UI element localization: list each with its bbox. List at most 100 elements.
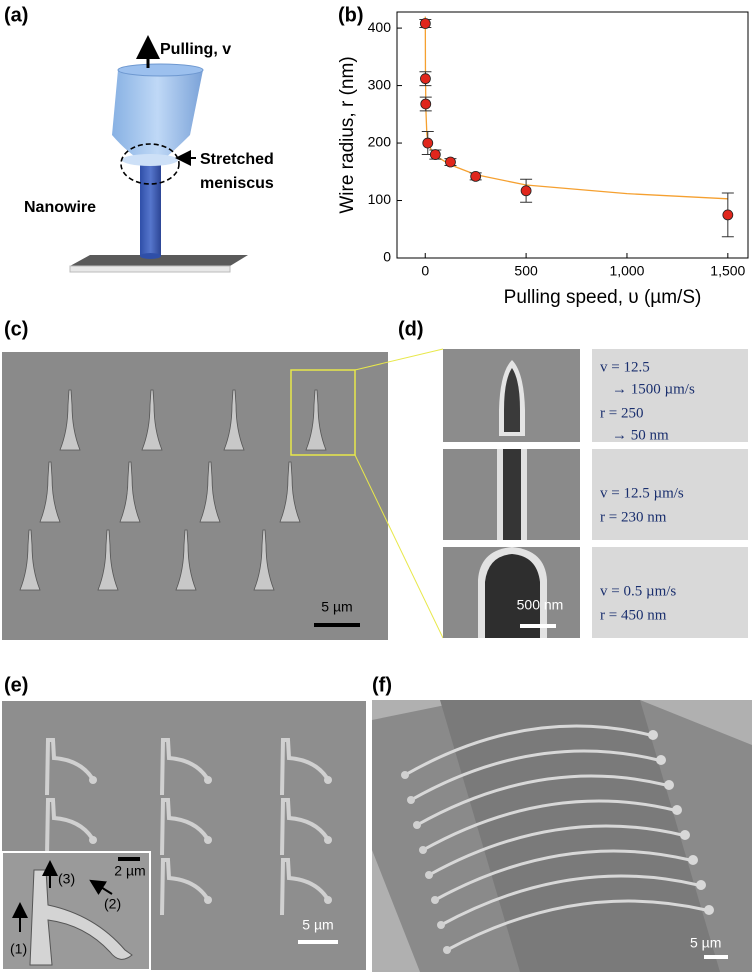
- scale-bar-label: 2 µm: [114, 863, 145, 879]
- nanowire-base: [419, 846, 427, 854]
- nanowire: [160, 798, 209, 856]
- nanowire-tip: [324, 836, 332, 844]
- schematic: [69, 35, 248, 273]
- panel-label: (b): [338, 4, 364, 26]
- nanowire-tip: [696, 880, 706, 890]
- nanowire: [280, 738, 329, 796]
- step-label: (3): [58, 871, 75, 887]
- nanowire: [434, 849, 691, 902]
- data-point: [419, 18, 431, 29]
- nanowire: [97, 529, 119, 591]
- sem-features: [45, 738, 332, 916]
- nanowire: [404, 724, 651, 777]
- nanowire-tip: [704, 905, 714, 915]
- data-point: [470, 170, 482, 182]
- nanowire-tip: [648, 730, 658, 740]
- zoom-line: [354, 348, 444, 371]
- schematic-label: Stretched: [200, 151, 274, 168]
- nanowire: [253, 529, 275, 591]
- y-tick-label: 0: [383, 249, 391, 265]
- plot-frame: [396, 11, 749, 259]
- nanowire: [446, 899, 707, 952]
- condition: v = 0.5 µm/s: [600, 583, 676, 599]
- fit-line: [424, 16, 728, 200]
- scale-bar: [298, 940, 338, 944]
- data-point: [445, 156, 456, 168]
- panel-label: (a): [4, 4, 28, 26]
- schematic-label: Pulling, v: [160, 41, 231, 58]
- nanowire-tip: [204, 896, 212, 904]
- scale-bar-label: 5 µm: [302, 917, 333, 933]
- x-tick-label: 1,000: [609, 263, 644, 279]
- panel-label: (c): [4, 318, 28, 340]
- nanowire: [422, 799, 675, 852]
- y-axis-title: Wire radius, r (nm): [337, 56, 358, 213]
- sem-image: [2, 352, 388, 640]
- nanowire: [416, 774, 667, 827]
- nanowire-tip: [324, 776, 332, 784]
- nanowire: [19, 529, 41, 591]
- condition: r = 230 nm: [600, 509, 667, 525]
- zoom-line: [354, 454, 444, 639]
- sem-zoom: [443, 349, 748, 638]
- nanowire-tip: [204, 836, 212, 844]
- panel-label: (f): [372, 674, 392, 696]
- nanowire-tip: [664, 780, 674, 790]
- data-point: [420, 73, 431, 85]
- sem-features: [19, 389, 327, 591]
- scale-bar-label: 5 µm: [690, 935, 721, 951]
- data-point: [722, 209, 734, 221]
- step-label: (2): [104, 896, 121, 912]
- data-point: [422, 137, 434, 149]
- nanowire: [280, 798, 329, 856]
- nanowire: [39, 461, 61, 523]
- nanowire-base: [431, 896, 439, 904]
- step-label: (1): [10, 941, 27, 957]
- nanowire: [160, 858, 209, 916]
- x-axis-title: Pulling speed, υ (µm/S): [504, 287, 702, 308]
- nanowire-tip: [680, 830, 690, 840]
- condition: → 50 nm: [612, 427, 669, 443]
- nanowire-tip: [89, 836, 97, 844]
- nanowire: [160, 738, 209, 796]
- nanowire: [280, 858, 329, 916]
- x-tick-label: 1,500: [710, 263, 745, 279]
- nanowire: [305, 389, 327, 451]
- condition: r = 250: [600, 405, 643, 421]
- nanowire: [428, 824, 683, 877]
- nanowire: [199, 461, 221, 523]
- nanowire-base: [437, 921, 445, 929]
- schematic-label: meniscus: [200, 175, 274, 192]
- condition: r = 450 nm: [600, 607, 667, 623]
- nanowire-tip: [89, 776, 97, 784]
- nanowire: [175, 529, 197, 591]
- nanowire: [59, 389, 81, 451]
- panel-label: (e): [4, 674, 28, 696]
- data-point: [420, 98, 432, 110]
- nanowire-tip: [656, 755, 666, 765]
- scale-bar: [314, 623, 360, 627]
- nanowire: [141, 389, 163, 451]
- sem-feature: [440, 700, 720, 972]
- x-tick-label: 0: [421, 263, 429, 279]
- y-tick-label: 100: [368, 191, 392, 207]
- nanowire: [440, 874, 699, 927]
- y-tick-label: 200: [368, 134, 392, 150]
- panel-label: (d): [398, 318, 424, 340]
- nanowire-base: [443, 946, 451, 954]
- condition: v = 12.5: [600, 359, 650, 375]
- schematic-label: Nanowire: [24, 199, 96, 216]
- scale-bar-label: 5 µm: [321, 599, 352, 615]
- nanowire: [45, 738, 94, 796]
- nanowire-base: [413, 821, 421, 829]
- nanowire: [279, 461, 301, 523]
- scale-bar-label: 500 nm: [517, 597, 564, 613]
- nanowire-base: [407, 796, 415, 804]
- nanowire-base: [401, 771, 409, 779]
- chart: 0 100 200 300 400 0 500 1,000 1,500 Pulling speed…: [337, 11, 749, 308]
- y-tick-label: 400: [368, 19, 392, 35]
- sem-features: [401, 724, 714, 954]
- scale-bar: [704, 955, 728, 959]
- data-point: [520, 185, 532, 197]
